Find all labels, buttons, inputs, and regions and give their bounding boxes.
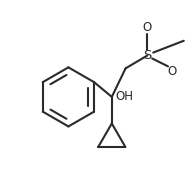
Text: S: S (143, 49, 152, 62)
Text: OH: OH (116, 90, 134, 103)
Text: O: O (143, 21, 152, 35)
Text: O: O (167, 65, 177, 78)
